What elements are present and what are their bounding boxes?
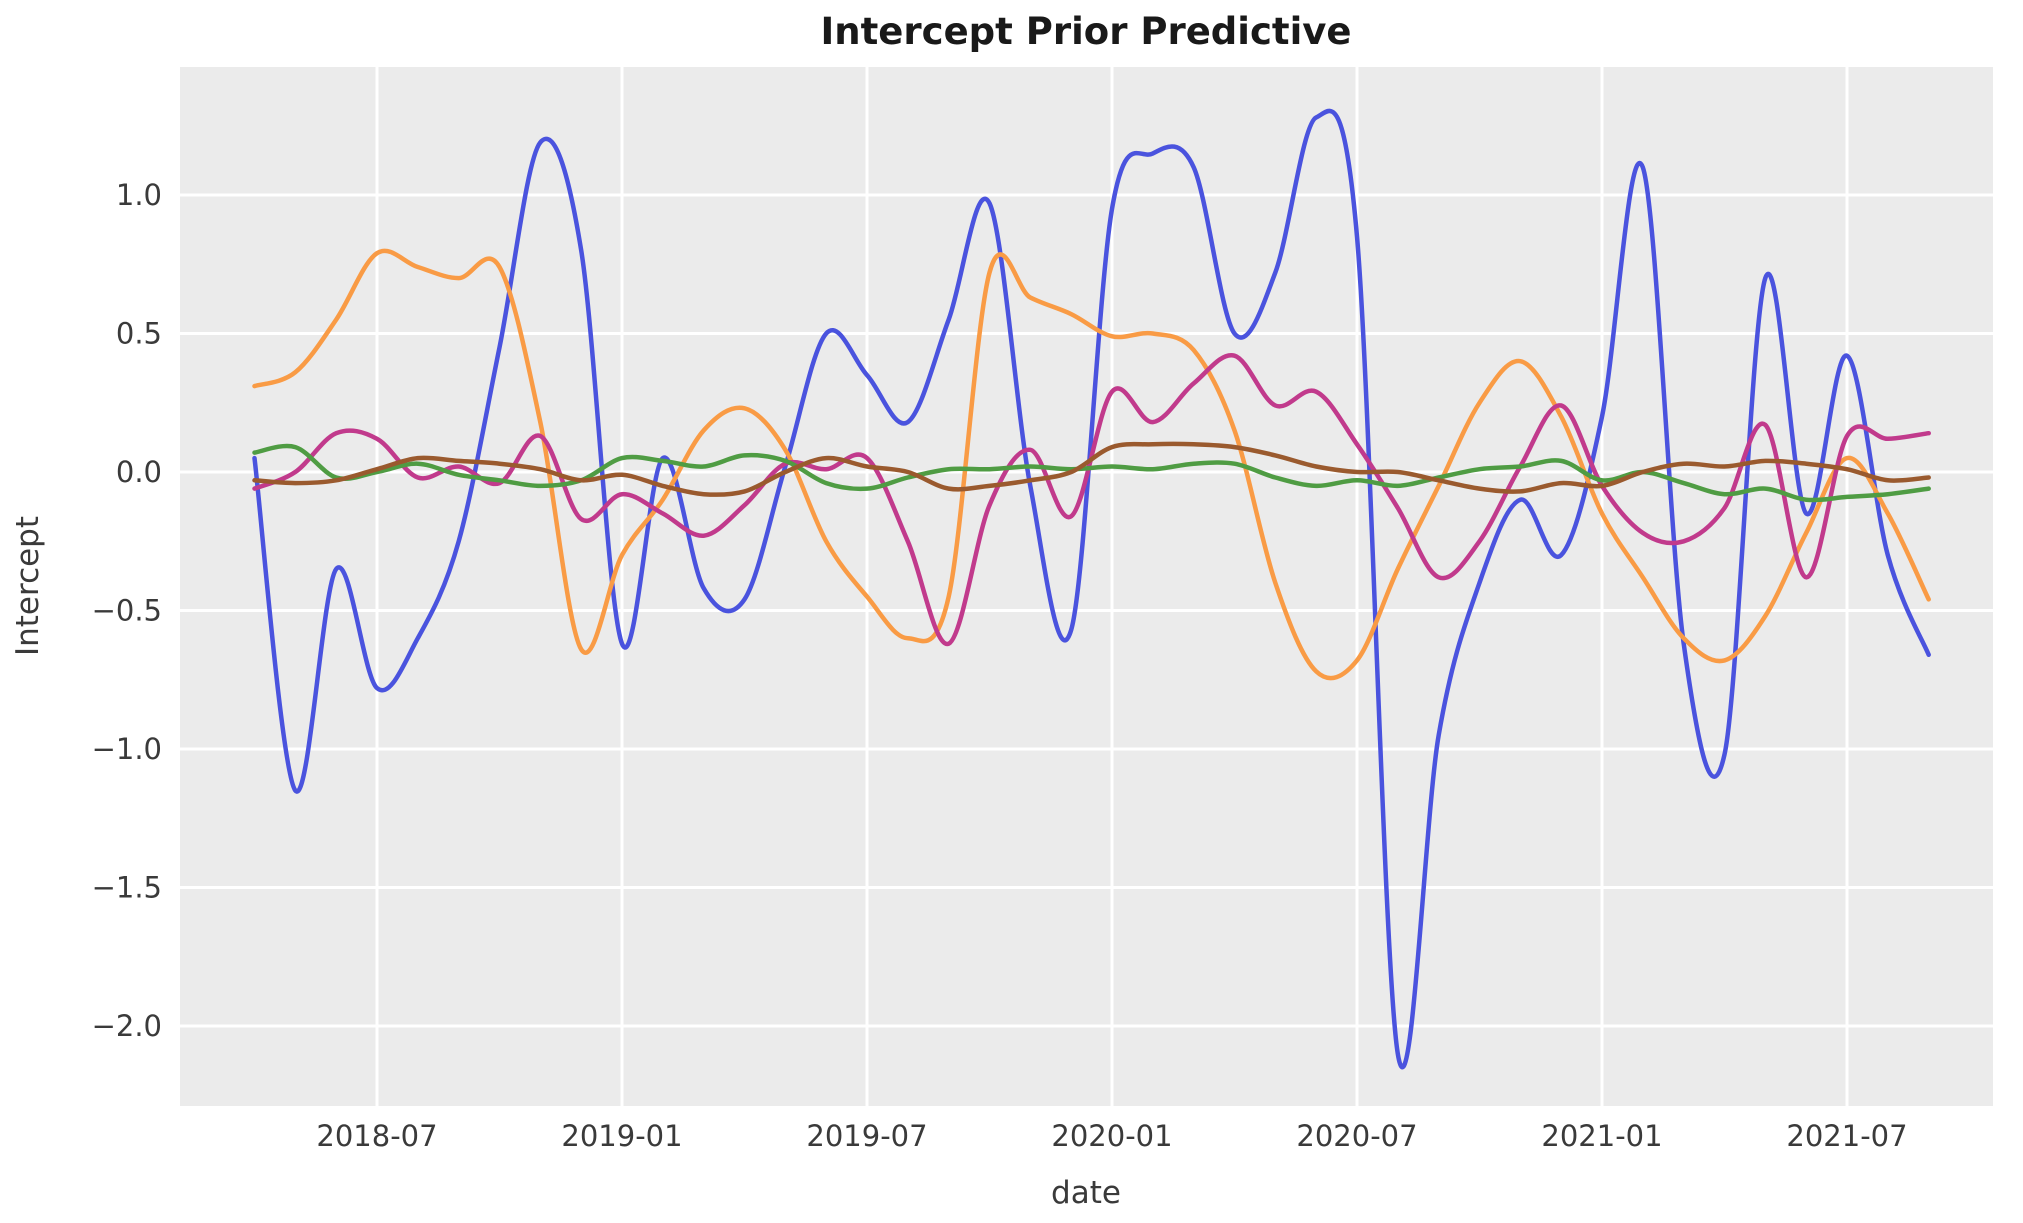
x-tick-label: 2021-01 — [1541, 1119, 1662, 1153]
y-tick-label: −2.0 — [92, 1009, 162, 1043]
axis-ticks: 1.0 0.5 0.0 −0.5 −1.0 −1.5 −2.0 2018-07 2019-01 2… — [92, 178, 1908, 1153]
plot-area — [180, 67, 1993, 1106]
y-axis-label: Intercept — [10, 516, 46, 656]
y-tick-label: 0.0 — [116, 455, 162, 489]
y-tick-label: 0.5 — [116, 317, 162, 351]
x-tick-label: 2018-07 — [316, 1119, 437, 1153]
x-tick-label: 2020-07 — [1296, 1119, 1417, 1153]
y-tick-label: −1.5 — [92, 871, 162, 905]
y-tick-label: 1.0 — [116, 178, 162, 212]
x-tick-label: 2021-07 — [1786, 1119, 1907, 1153]
y-tick-label: −0.5 — [92, 594, 162, 628]
series-line-draw-5 — [252, 441, 1931, 497]
x-tick-label: 2020-01 — [1051, 1119, 1172, 1153]
x-tick-label: 2019-01 — [561, 1119, 682, 1153]
x-axis-label: date — [1051, 1175, 1121, 1211]
data-series — [252, 108, 1931, 1070]
x-tick-label: 2019-07 — [806, 1119, 927, 1153]
series-line-draw-2 — [252, 248, 1931, 681]
chart-title: Intercept Prior Predictive — [821, 10, 1352, 53]
series-line-draw-1 — [252, 108, 1931, 1070]
y-tick-label: −1.0 — [92, 732, 162, 766]
